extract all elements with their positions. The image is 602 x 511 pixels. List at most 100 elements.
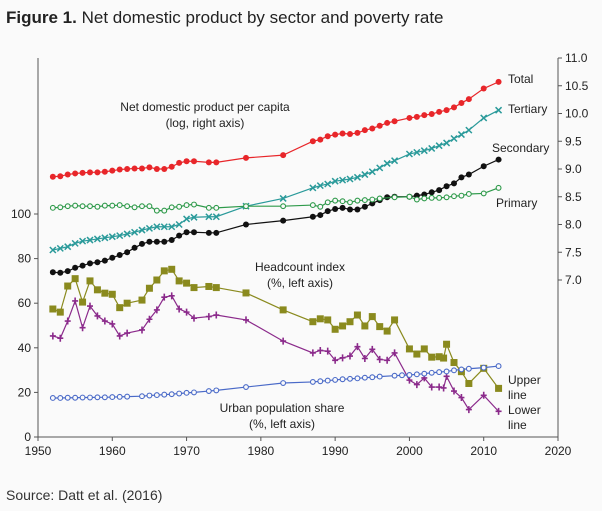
primary-point [465, 191, 472, 197]
total-point [176, 159, 183, 166]
total-point [309, 138, 316, 145]
secondary-point [480, 163, 487, 170]
primary-point [495, 184, 502, 191]
urban-population-share-point [451, 367, 457, 374]
urban-population-share-point [116, 393, 123, 400]
total-point [87, 169, 93, 176]
left-tick-label: 80 [18, 252, 32, 266]
total-point [243, 154, 249, 161]
headcount-index-lower-line-point [376, 355, 383, 363]
figure-title-text: Net domestic product by sector and pover… [81, 8, 444, 27]
headcount-index-upper-line-point [361, 322, 369, 330]
primary-point [57, 204, 64, 211]
x-tick-label: 1990 [322, 444, 349, 458]
tertiary-point [495, 106, 503, 114]
tertiary-point [79, 237, 87, 245]
total-point [57, 173, 64, 180]
ndp-annotation-line2: (log, right axis) [166, 116, 245, 130]
headcount-index-lower-line-point [440, 384, 447, 392]
primary-point [480, 190, 487, 197]
headcount-index-lower-line-point [79, 324, 86, 332]
series-secondary: Secondary [49, 141, 549, 276]
total-point [72, 170, 79, 177]
urban-population-share-point [243, 384, 249, 390]
headcount-index-lower-line-label: line [508, 418, 527, 432]
urban-population-share-point [79, 394, 86, 401]
headcount-index-upper-line-point [413, 350, 421, 358]
headcount-index-upper-line-point [64, 282, 72, 290]
headcount-index-upper-line-point [376, 323, 384, 331]
urban-population-share-point [183, 389, 190, 396]
primary-point [79, 203, 86, 210]
secondary-point [116, 252, 123, 259]
headcount-index-lower-line-point [369, 345, 376, 353]
figure-label: Figure 1. [6, 8, 77, 27]
headcount-index-upper-line-point [420, 345, 428, 353]
primary-point [309, 202, 316, 209]
urban-population-share-point [495, 363, 502, 370]
total-point [406, 114, 413, 121]
left-tick-label: 60 [18, 296, 32, 310]
secondary-point [161, 238, 168, 245]
secondary-point [339, 204, 346, 211]
tertiary-point [443, 139, 451, 147]
total-point [361, 127, 368, 134]
tertiary-point [175, 220, 183, 229]
secondary-point [168, 237, 175, 244]
tertiary-point [361, 171, 369, 179]
total-point [131, 165, 138, 172]
urban-population-share-point [49, 395, 56, 401]
headcount-index-lower-line-point [116, 332, 123, 340]
total-point [205, 159, 212, 166]
tertiary-point [376, 164, 384, 172]
headcount-index-upper-line-point [145, 284, 153, 292]
urban-population-share-point [176, 390, 183, 397]
tertiary-point [131, 228, 139, 236]
headcount-index-upper-line-point [108, 290, 116, 298]
urban-population-share-point [168, 391, 175, 398]
urban-population-share-point [443, 368, 450, 375]
primary-point [72, 202, 79, 209]
headcount-index-upper-line-point [440, 354, 448, 362]
total-point [495, 78, 502, 85]
headcount-index-upper-line-point [495, 384, 503, 392]
total-point [139, 165, 145, 172]
headcount-index-lower-line-point [153, 306, 160, 314]
headcount-index-lower-line-point [109, 320, 116, 328]
left-tick-label: 40 [18, 341, 32, 355]
tertiary-point [101, 234, 109, 242]
secondary-point [280, 217, 287, 224]
urban-population-share-point [153, 392, 160, 399]
headcount-index-upper-line-point [383, 327, 391, 335]
secondary-point [124, 249, 131, 256]
total-point [339, 130, 346, 137]
tertiary-point [71, 239, 79, 247]
tertiary-line [52, 109, 499, 251]
tertiary-point [383, 159, 391, 167]
tertiary-point [405, 150, 413, 158]
urban-population-share-point [339, 376, 346, 383]
headcount-index-lower-line-point [458, 394, 465, 402]
urban-population-share-point [399, 372, 405, 379]
source-note: Source: Datt et al. (2016) [6, 487, 163, 503]
total-point [369, 125, 376, 132]
urban-population-share-point [480, 364, 487, 371]
total-line [52, 81, 499, 178]
headcount-index-lower-line-point [465, 406, 472, 414]
headcount-index-upper-line-point [190, 284, 198, 292]
headcount-index-lower-line-point [324, 347, 331, 355]
urban-population-share-point [280, 380, 287, 386]
primary-point [139, 203, 145, 210]
secondary-point [495, 156, 502, 163]
headcount-index-lower-line-point [354, 343, 361, 351]
tertiary-point [368, 168, 376, 176]
primary-point [49, 204, 56, 211]
tertiary-point [116, 232, 124, 240]
secondary-point [361, 203, 368, 210]
series-tertiary: Tertiary [49, 102, 547, 254]
total-point [49, 173, 56, 180]
primary-point [124, 203, 131, 210]
secondary-point [317, 212, 324, 219]
headcount-index-upper-line-label: Upper [508, 373, 541, 387]
